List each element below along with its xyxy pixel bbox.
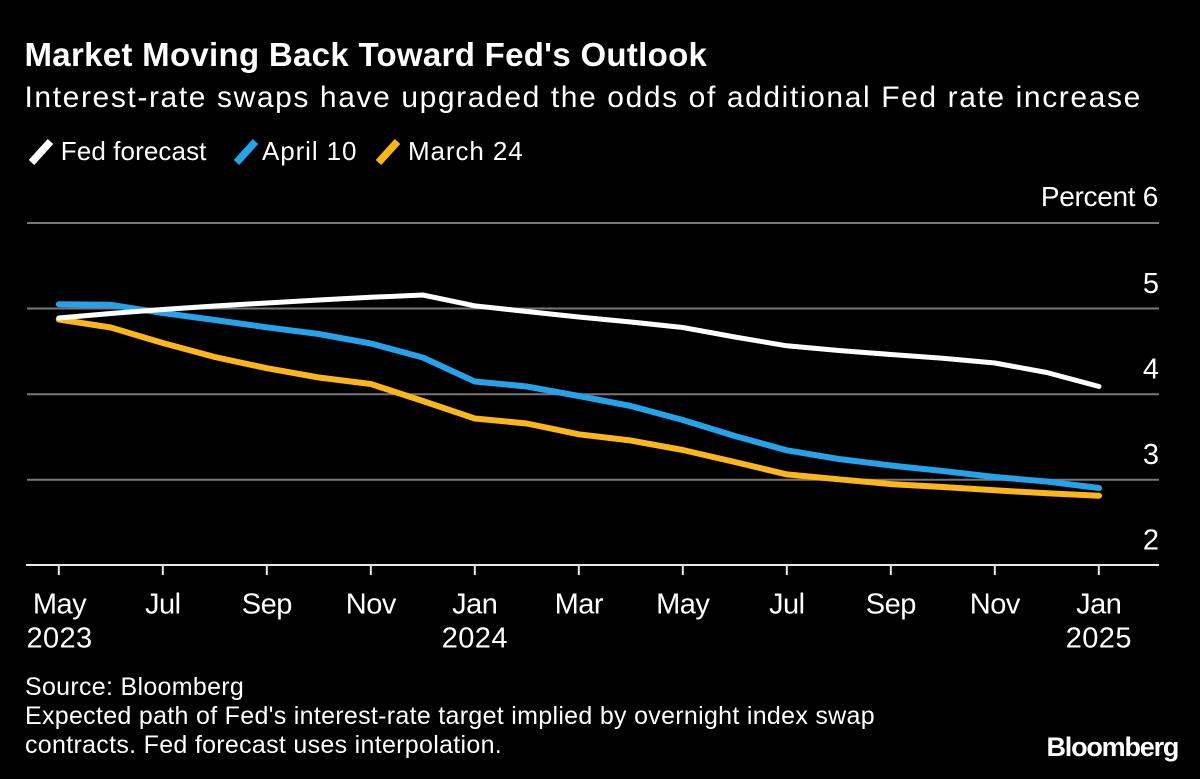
svg-text:May: May bbox=[656, 589, 710, 621]
svg-text:2: 2 bbox=[1143, 525, 1159, 557]
svg-text:April 10: April 10 bbox=[262, 137, 357, 166]
svg-text:Mar: Mar bbox=[555, 589, 604, 621]
svg-text:Jul: Jul bbox=[769, 589, 805, 621]
svg-text:Sep: Sep bbox=[866, 589, 916, 621]
svg-text:5: 5 bbox=[1143, 268, 1159, 300]
svg-text:Jul: Jul bbox=[145, 589, 181, 621]
svg-text:Percent 6: Percent 6 bbox=[1041, 181, 1158, 212]
svg-text:4: 4 bbox=[1143, 354, 1159, 386]
svg-text:May: May bbox=[33, 589, 87, 621]
svg-text:Jan: Jan bbox=[452, 589, 497, 621]
svg-text:3: 3 bbox=[1143, 439, 1159, 471]
svg-text:Fed forecast: Fed forecast bbox=[61, 137, 207, 166]
svg-text:Nov: Nov bbox=[970, 589, 1021, 621]
svg-text:2025: 2025 bbox=[1066, 623, 1132, 655]
svg-text:2023: 2023 bbox=[26, 623, 92, 655]
svg-text:March 24: March 24 bbox=[408, 137, 524, 166]
svg-text:2024: 2024 bbox=[442, 623, 508, 655]
svg-text:Jan: Jan bbox=[1076, 589, 1121, 621]
svg-text:Sep: Sep bbox=[242, 589, 292, 621]
svg-text:Nov: Nov bbox=[346, 589, 397, 621]
